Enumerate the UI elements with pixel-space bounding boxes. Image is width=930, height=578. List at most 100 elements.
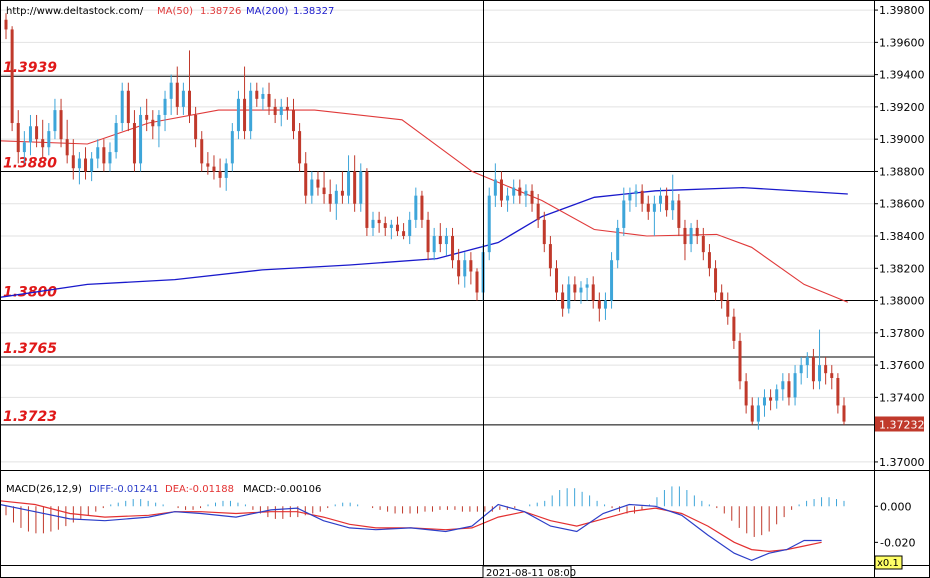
candle-body [408, 219, 412, 236]
candle-body [53, 110, 57, 132]
candle-body [261, 93, 265, 99]
candle-body [90, 158, 94, 172]
candle-body [59, 110, 63, 140]
ma50-label: MA(50) [157, 6, 193, 17]
candle-body [842, 405, 846, 422]
candle-body [762, 397, 766, 406]
candle-body [689, 227, 693, 245]
candle-body [334, 190, 338, 204]
macd-panel [0, 486, 845, 562]
price-tick-label: 1.38800 [879, 165, 925, 178]
candle-body [824, 365, 828, 374]
candle-body [524, 190, 528, 196]
candle-body [830, 373, 834, 379]
candle-body [714, 268, 718, 293]
candle-body [548, 244, 552, 269]
candle-body [542, 219, 546, 245]
price-axis: 1.39800 1.39600 1.39400 1.39200 1.39000 1.388… [874, 4, 925, 549]
candle-body [4, 19, 8, 30]
candle-body [212, 166, 216, 172]
candle-body [389, 224, 393, 228]
source-url[interactable]: http://www.deltastock.com/ [6, 6, 144, 17]
candle-body [732, 316, 736, 341]
candle-body [126, 90, 130, 124]
candle-body [652, 203, 656, 212]
candle-body [71, 155, 75, 169]
candle-body [267, 93, 271, 107]
candle-body [585, 284, 589, 288]
candle-body [236, 98, 240, 132]
candle-body [102, 147, 106, 164]
price-tick-label: 1.37000 [879, 456, 925, 469]
candle-body [487, 195, 491, 253]
candle-body [414, 195, 418, 220]
candle-body [145, 114, 149, 120]
macd-title: MACD(26,12,9) [6, 484, 82, 495]
candle-body [573, 284, 577, 293]
macd-dea-label: DEA:-0.01188 [165, 484, 234, 495]
candle-body [359, 171, 363, 204]
level-label: 1.3765 [3, 341, 57, 357]
candle-body [744, 381, 748, 406]
price-grid [0, 9, 874, 463]
last-price-label: 1.37232 [879, 418, 925, 431]
candle-body [371, 219, 375, 228]
crosshair-time-label: 2021-08-11 08:00 [486, 568, 576, 578]
candle-body [738, 340, 742, 382]
macd-diff-line [0, 503, 822, 562]
level-label: 1.3939 [3, 60, 57, 76]
price-tick-label: 1.38000 [879, 295, 925, 308]
candle-body [707, 252, 711, 269]
candle-body [310, 179, 314, 196]
ma200-path [0, 186, 848, 298]
candle-body [291, 110, 295, 132]
candlestick-series [4, 13, 846, 430]
candle-body [402, 231, 406, 236]
candle-body [383, 223, 387, 228]
candle-body [200, 139, 204, 164]
candle-body [322, 187, 326, 195]
candle-body [658, 195, 662, 204]
candle-body [279, 106, 283, 115]
candle-body [665, 195, 669, 211]
candle-body [610, 260, 614, 301]
candle-body [640, 190, 644, 204]
candle-body [451, 236, 455, 261]
candle-body [353, 171, 357, 204]
candle-body [255, 90, 259, 99]
candle-body [769, 397, 773, 401]
candle-body [579, 287, 583, 293]
candle-body [285, 106, 289, 111]
candle-body [701, 236, 705, 253]
candle-body [457, 260, 461, 277]
candle-body [561, 292, 565, 309]
candle-body [634, 190, 638, 195]
candle-body [671, 200, 675, 211]
candle-body [395, 224, 399, 232]
candle-body [84, 158, 88, 172]
candle-body [340, 190, 344, 196]
candle-body [787, 381, 791, 398]
candle-body [96, 147, 100, 159]
price-tick-label: 1.38400 [879, 230, 925, 243]
candle-body [506, 195, 510, 201]
candle-body [273, 106, 277, 115]
candle-body [475, 271, 479, 293]
candle-body [793, 373, 797, 398]
candle-body [163, 98, 167, 115]
candle-body [22, 142, 26, 153]
candle-body [432, 236, 436, 253]
last-price-marker [875, 416, 924, 432]
candle-body [536, 203, 540, 220]
price-tick-label: 1.39600 [879, 36, 925, 49]
candle-body [756, 405, 760, 422]
zoom-label: x0.1 [877, 558, 899, 569]
candle-body [555, 268, 559, 293]
crosshair: 2021-08-11 08:00 [482, 0, 576, 578]
candle-body [28, 126, 32, 143]
candle-body [347, 171, 351, 196]
candle-body [811, 357, 815, 382]
price-tick-label: 1.38600 [879, 198, 925, 211]
candle-body [683, 227, 687, 245]
